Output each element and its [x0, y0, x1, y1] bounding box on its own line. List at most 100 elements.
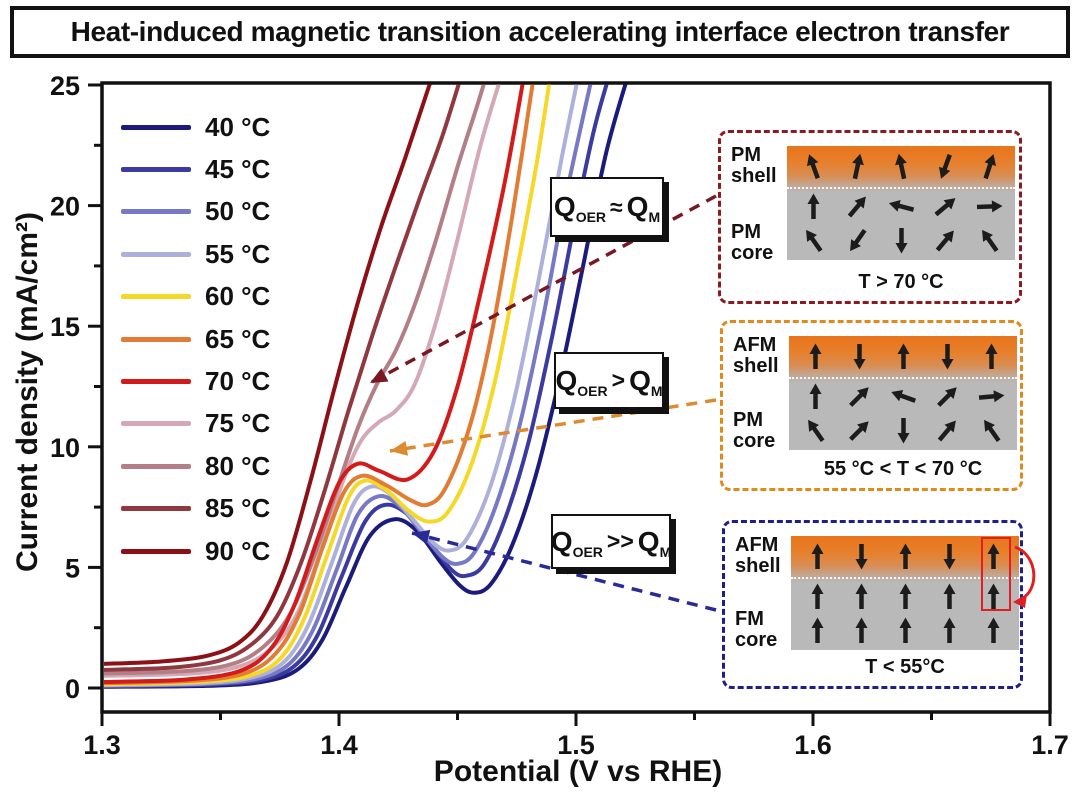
- spin-arrow: [888, 385, 919, 408]
- core-spin-row-1: [793, 379, 1013, 413]
- spin-arrow: [896, 417, 911, 444]
- spin-arrow: [810, 543, 825, 570]
- spin-arrow: [977, 415, 1005, 446]
- spin-arrow: [801, 415, 829, 446]
- legend-item-85c: 85 °C: [121, 488, 270, 530]
- x-tick-label: 1.6: [794, 730, 832, 760]
- spin-arrow: [854, 583, 869, 610]
- curve-60c: [104, 84, 552, 687]
- spin-arrow: [810, 583, 825, 610]
- curve-85c: [104, 84, 461, 672]
- legend-swatch: [121, 506, 191, 512]
- annotation-arrowhead-3: [412, 529, 431, 545]
- q-subscript: OER: [572, 543, 603, 560]
- title-banner: Heat-induced magnetic transition acceler…: [10, 6, 1070, 58]
- y-tick-label: 10: [50, 433, 80, 463]
- curve-70c: [104, 84, 525, 684]
- exchange-coupling-highlight: [981, 537, 1011, 611]
- inset-caption: 55 °C < T < 70 °C: [823, 458, 983, 480]
- annotation-arrowhead-1: [370, 368, 389, 383]
- spin-arrow: [986, 617, 1001, 644]
- legend-swatch: [121, 336, 191, 342]
- legend-label: 60 °C: [205, 281, 271, 312]
- legend-label: 70 °C: [205, 366, 271, 397]
- spin-arrow: [854, 543, 869, 570]
- q-subscript: M: [659, 543, 672, 560]
- spin-arrow: [898, 543, 913, 570]
- x-tick-label: 1.5: [557, 730, 595, 760]
- legend-item-75c: 75 °C: [121, 403, 270, 445]
- core-spin-row-2: [795, 614, 1015, 648]
- figure-title: Heat-induced magnetic transition acceler…: [70, 16, 1010, 47]
- shell-spin-row: [793, 337, 1013, 376]
- x-tick-label: 1.3: [83, 730, 121, 760]
- spin-arrow: [898, 617, 913, 644]
- spin-arrow: [933, 415, 962, 445]
- legend-swatch: [121, 167, 191, 173]
- spin-arrow: [854, 617, 869, 644]
- core-shell-diagram: [787, 146, 1015, 260]
- spin-arrow: [940, 343, 955, 370]
- spin-arrow: [894, 227, 909, 254]
- spin-arrow: [896, 343, 911, 370]
- q-subscript: OER: [577, 382, 608, 399]
- q-term: Q: [550, 525, 573, 557]
- legend-swatch: [121, 124, 191, 130]
- y-tick-label: 5: [65, 553, 80, 583]
- spin-arrow: [930, 192, 960, 221]
- core-spin-row-1: [791, 189, 1011, 223]
- interface-line: [791, 577, 1019, 580]
- spin-arrow: [847, 152, 867, 182]
- spin-arrow: [898, 583, 913, 610]
- spin-arrow: [810, 617, 825, 644]
- curve-75c: [104, 84, 501, 678]
- spin-arrow: [808, 383, 823, 410]
- x-tick-label: 1.7: [1031, 730, 1069, 760]
- core-spin-row-2: [793, 414, 1013, 448]
- spin-arrow: [942, 583, 957, 610]
- legend-label: 90 °C: [205, 535, 271, 566]
- shell-label: PM shell: [731, 144, 777, 187]
- spin-arrow: [801, 151, 824, 182]
- legend-swatch: [121, 294, 191, 300]
- legend-label: 40 °C: [205, 111, 271, 142]
- q-subscript: M: [648, 209, 661, 225]
- annotation-box-qoer-approx-qm: Q OER ≈ Q M: [550, 177, 664, 237]
- spin-arrow: [977, 388, 1005, 405]
- inset-afm-shell-fm-core: AFM shell FM core T < 55°C: [722, 520, 1036, 689]
- spin-arrow: [933, 151, 956, 182]
- spin-arrow: [942, 617, 957, 644]
- legend: 40 °C 45 °C 50 °C 55 °C 60 °C 65 °C 70 °C 75 °C…: [121, 106, 270, 572]
- spin-arrow: [843, 191, 872, 221]
- legend-label: 80 °C: [205, 450, 271, 481]
- y-tick-label: 15: [50, 312, 80, 342]
- inset-afm-shell-pm-core: AFM shell PM core 55 °C < T < 70 °C: [720, 320, 1023, 491]
- spin-arrow: [986, 543, 1001, 570]
- core-shell-diagram: [791, 536, 1036, 650]
- legend-item-70c: 70 °C: [121, 360, 270, 402]
- legend-swatch: [121, 548, 191, 554]
- core-shell-diagram: [789, 336, 1017, 450]
- curve-65c: [104, 84, 535, 686]
- spin-arrow: [986, 583, 1001, 610]
- spin-arrow: [808, 343, 823, 370]
- inset-caption: T < 55°C: [865, 656, 945, 678]
- curve-40c: [104, 84, 628, 689]
- inset-caption: T > 70 °C: [858, 271, 944, 293]
- spin-arrow: [984, 343, 999, 370]
- shell-label: AFM shell: [733, 334, 779, 377]
- spin-arrow: [975, 198, 1003, 214]
- legend-swatch: [121, 209, 191, 215]
- interface-line: [789, 377, 1017, 380]
- annotation-box-qoer-ggt-qm: Q OER >> Q M: [551, 514, 671, 569]
- interface-line: [787, 187, 1015, 190]
- core-spin-row-2: [791, 224, 1011, 258]
- shell-spin-row: [795, 537, 1015, 576]
- legend-item-80c: 80 °C: [121, 445, 270, 487]
- legend-swatch: [121, 379, 191, 385]
- inset-pm-shell-pm-core: PM shell PM core T > 70 °C: [718, 130, 1022, 304]
- curve-80c: [104, 84, 486, 676]
- spin-arrow: [806, 193, 821, 220]
- q-term: Q: [553, 191, 576, 222]
- spin-arrow: [978, 151, 1001, 181]
